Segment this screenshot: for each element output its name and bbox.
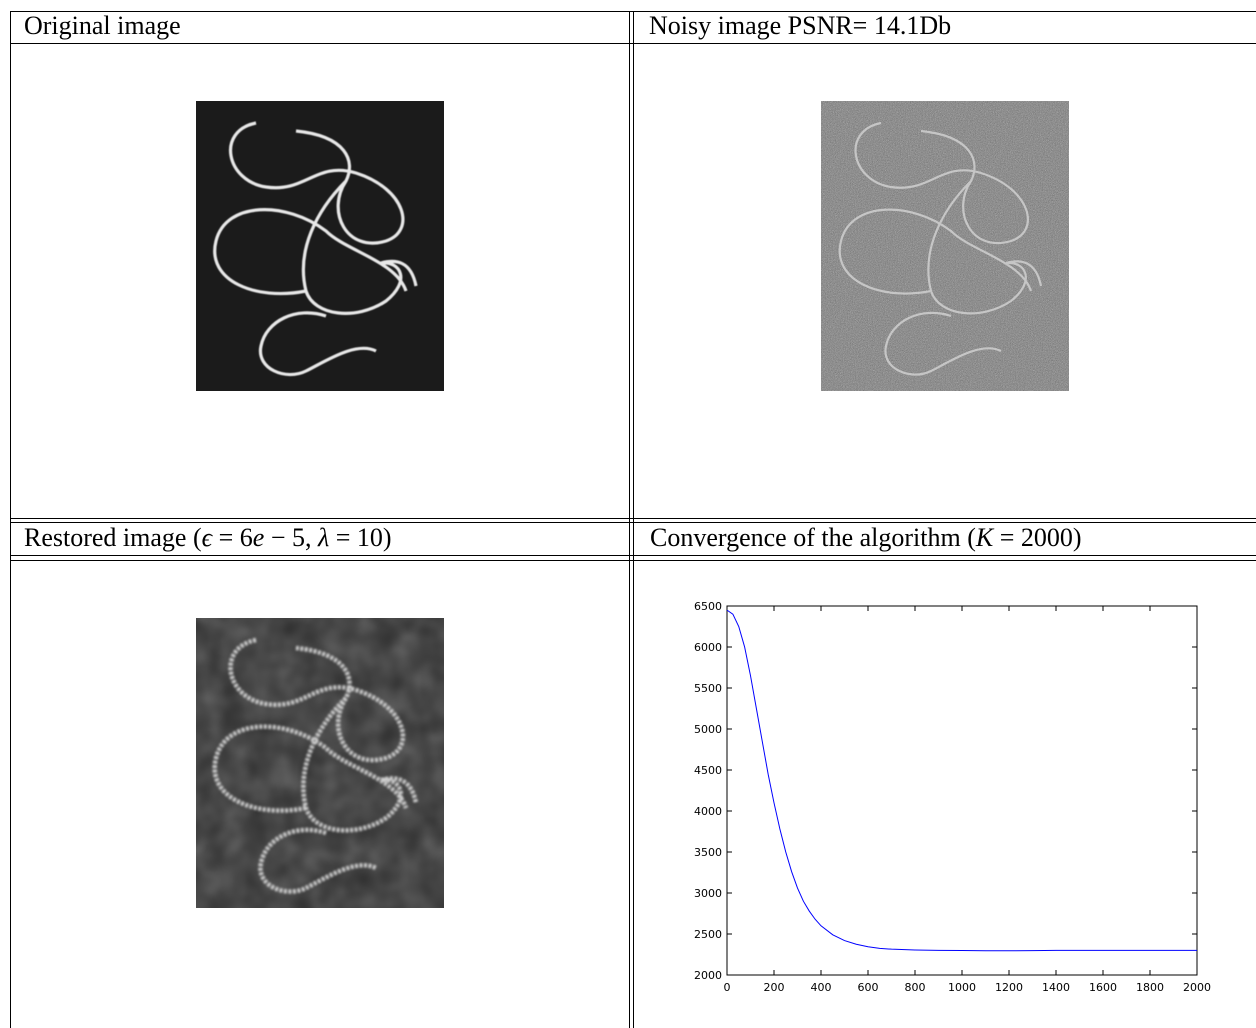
x-tick-label: 400 (811, 981, 832, 994)
original-image (196, 101, 444, 391)
x-tick-label: 600 (858, 981, 879, 994)
x-tick-label: 1600 (1089, 981, 1117, 994)
x-tick-label: 2000 (1183, 981, 1211, 994)
y-tick-label: 5000 (694, 723, 722, 736)
x-tick-label: 1800 (1136, 981, 1164, 994)
x-tick-label: 1400 (1042, 981, 1070, 994)
caption-epsilon: ϵ (201, 523, 213, 552)
caption-convergence: Convergence of the algorithm (K = 2000) (650, 523, 1082, 553)
convergence-chart: 0 200 400 600 800 1000 1200 1400 1600 1800 2000 200… (694, 600, 1211, 994)
table-left-border (10, 11, 11, 1028)
x-tick-label: 200 (764, 981, 785, 994)
y-tick-label: 2500 (694, 928, 722, 941)
table-center-divider-b (633, 11, 634, 1028)
caption-original-image: Original image (24, 11, 181, 40)
caption-restored-image: Restored image (ϵ = 6e − 5, λ = 10) (24, 523, 392, 553)
caption-convergence-prefix: Convergence of the algorithm ( (650, 523, 976, 552)
restored-image (196, 618, 444, 908)
x-tick-label: 1000 (948, 981, 976, 994)
caption-lambda: λ (317, 523, 330, 552)
y-tick-label: 3000 (694, 887, 722, 900)
y-tick-label: 6000 (694, 641, 722, 654)
caption-e: e (252, 523, 265, 552)
y-tick-label: 4500 (694, 764, 722, 777)
caption-noisy-image: Noisy image PSNR= 14.1Db (649, 11, 952, 40)
y-tick-label: 3500 (694, 846, 722, 859)
caption-eq2: = 10) (329, 523, 392, 552)
x-tick-label: 1200 (995, 981, 1023, 994)
y-tick-label: 5500 (694, 682, 722, 695)
x-tick-label: 0 (724, 981, 731, 994)
caption-convergence-suffix: = 2000) (993, 523, 1082, 552)
y-tick-label: 2000 (694, 969, 722, 982)
chart-plot-frame (726, 605, 1198, 976)
table-center-divider-a (629, 11, 630, 1028)
caption-restored-prefix: Restored image ( (24, 523, 202, 552)
x-tick-label: 800 (905, 981, 926, 994)
caption-eq1: = 6 (212, 523, 253, 552)
convergence-series-line (726, 609, 1197, 952)
y-tick-label: 6500 (694, 600, 722, 613)
y-tick-label: 4000 (694, 805, 722, 818)
noisy-image (821, 101, 1069, 391)
caption-mid: − 5, (264, 523, 318, 552)
caption-K: K (975, 523, 994, 552)
